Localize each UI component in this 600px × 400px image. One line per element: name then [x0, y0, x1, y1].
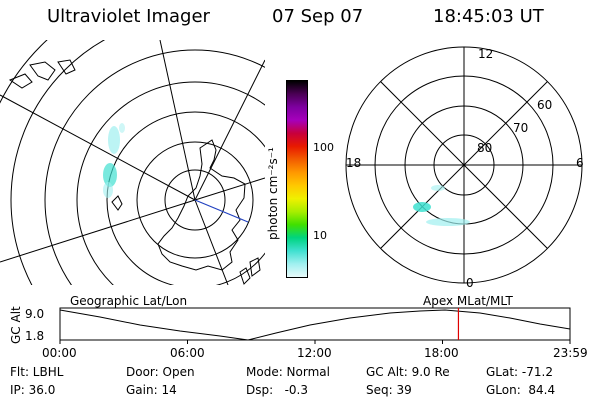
lat-label-70: 70	[513, 121, 529, 135]
colorbar-tick-100: 100	[313, 141, 334, 154]
image-time: 18:45:03 UT	[433, 6, 544, 27]
mode-info: Mode: Normal	[246, 365, 330, 379]
time-tick-1800: 18:00	[424, 346, 459, 360]
gain-info: Gain: 14	[126, 383, 177, 397]
polar-mlt-plot	[345, 46, 583, 284]
mlt-label-noon: 12	[478, 47, 494, 61]
glon-info: GLon: 84.4	[486, 383, 556, 397]
mlt-label-dawn: 6	[576, 156, 584, 170]
gc-alt-info: GC Alt: 9.0 Re	[366, 365, 450, 379]
geographic-label: Geographic Lat/Lon	[70, 294, 188, 308]
lat-label-60: 60	[537, 98, 553, 112]
intensity-colorbar	[286, 80, 308, 278]
aurora-emission-geo	[103, 123, 125, 198]
mlt-label-midnight: 0	[466, 276, 474, 290]
time-tick-0000: 00:00	[42, 346, 77, 360]
mlt-label-dusk: 18	[346, 156, 362, 170]
imager-title: Ultraviolet Imager	[47, 6, 210, 27]
time-tick-0600: 06:00	[170, 346, 205, 360]
aurora-emission-polar	[413, 185, 470, 226]
alt-tick-1-8: 1.8	[25, 329, 45, 343]
time-tick-1200: 12:00	[297, 346, 332, 360]
time-tick-2359: 23:59	[553, 346, 588, 360]
door-info: Door: Open	[126, 365, 195, 379]
alt-tick-9: 9.0	[25, 307, 45, 321]
filter-info: Flt: LBHL	[10, 365, 64, 379]
seq-info: Seq: 39	[366, 383, 412, 397]
glat-info: GLat: -71.2	[486, 365, 553, 379]
ip-info: IP: 36.0	[10, 383, 56, 397]
lat-label-80: 80	[477, 141, 493, 155]
apex-label: Apex MLat/MLT	[423, 294, 513, 308]
image-date: 07 Sep 07	[272, 6, 364, 27]
dsp-info: Dsp: -0.3	[246, 383, 309, 397]
colorbar-tick-10: 10	[313, 229, 327, 242]
